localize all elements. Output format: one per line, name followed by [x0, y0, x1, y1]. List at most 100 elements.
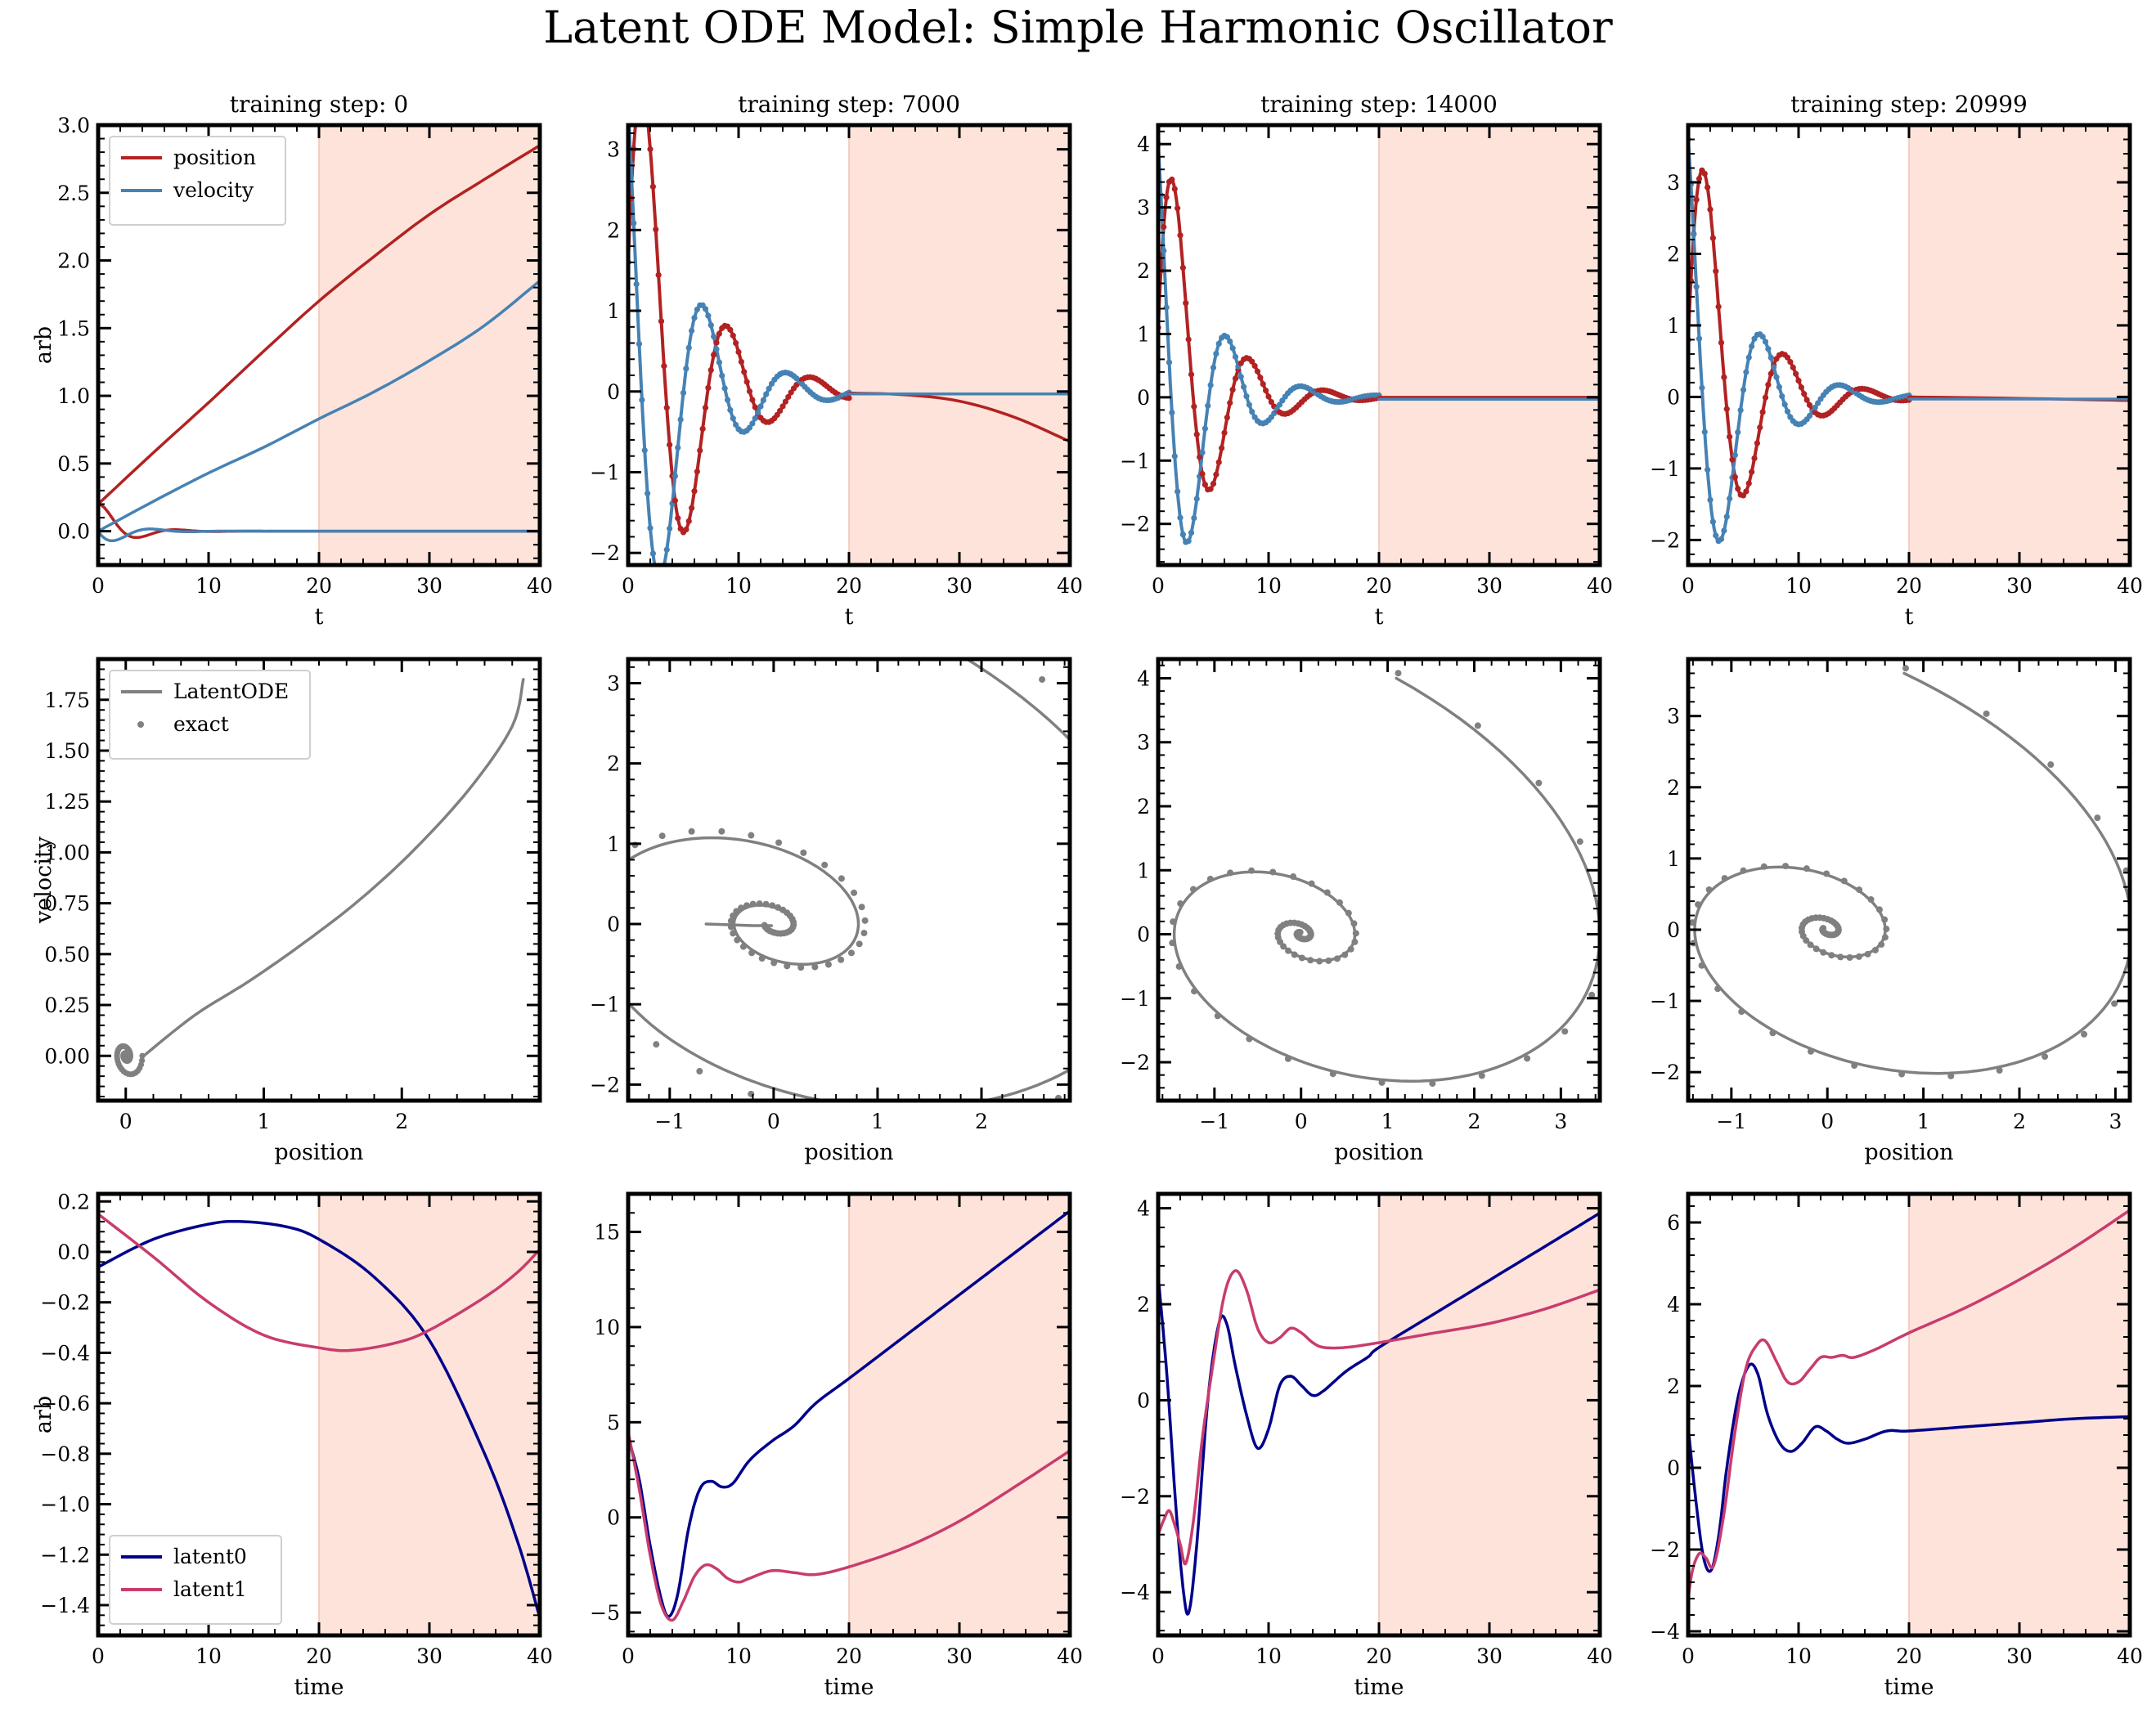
exact-position-point: [649, 183, 656, 190]
y-tick-label: 1.25: [44, 790, 90, 814]
x-tick-label: 30: [1476, 1644, 1502, 1668]
exact-phase-point: [1378, 1079, 1386, 1086]
exact-phase-point: [1429, 1080, 1436, 1088]
exact-velocity-point: [1771, 364, 1777, 370]
exact-velocity-point: [1740, 387, 1747, 393]
exact-phase-point: [2135, 917, 2141, 924]
exact-velocity-point: [1735, 428, 1741, 436]
subplot-r2c2: 0 10 20 30 40 −4 −2 0 2 4 time: [1120, 1191, 1613, 1700]
exact-phase-point: [1191, 988, 1198, 995]
exact-position-point: [779, 403, 786, 410]
exact-phase-point: [1177, 984, 1184, 990]
exact-velocity-point: [1691, 231, 1697, 238]
exact-phase-point: [1807, 941, 1814, 949]
exact-position-point: [1197, 454, 1203, 460]
exact-velocity-point: [1781, 401, 1788, 408]
y-tick-label: 1: [1137, 859, 1150, 882]
plot-area: [1158, 1194, 1600, 1635]
y-tick-label: 0.5: [57, 452, 90, 476]
exact-phase-point: [861, 917, 869, 924]
exact-phase-point: [1601, 947, 1608, 953]
exact-position-point: [1743, 488, 1750, 495]
plot-area: [628, 125, 1070, 565]
extrapolation-region: [1909, 1194, 2130, 1635]
exact-position-point: [1754, 440, 1760, 446]
y-tick-label: 4: [1137, 1197, 1150, 1221]
exact-position-point: [1185, 336, 1192, 343]
axes-frame: [1156, 657, 1602, 1103]
y-tick-label: 2: [1667, 242, 1680, 266]
x-tick-label: 2: [2013, 1110, 2026, 1133]
exact-position-point: [658, 318, 665, 325]
y-tick-label: 2.0: [57, 249, 90, 273]
exact-position-point: [713, 339, 720, 346]
legend: latent0 latent1: [109, 1535, 282, 1625]
y-tick-label: 0: [1137, 1388, 1150, 1412]
exact-phase-point: [688, 828, 695, 835]
exact-velocity-point: [1241, 384, 1247, 390]
exact-phase-point: [696, 1068, 703, 1075]
exact-position-point: [683, 527, 689, 533]
exact-phase-point: [730, 930, 737, 937]
y-tick-label: 0: [1667, 918, 1680, 942]
x-tick-label: 2: [395, 1110, 408, 1133]
latent1-line: [1158, 1269, 1600, 1566]
x-tick-label: 20: [306, 574, 332, 598]
exact-phase-point: [1169, 940, 1176, 947]
exact-velocity-point: [1179, 532, 1186, 538]
y-tick-label: 1.5: [57, 316, 90, 340]
x-tick-label: 40: [1587, 574, 1613, 598]
exact-velocity-point: [1232, 353, 1239, 360]
latentode-phase-tail: [704, 922, 774, 927]
x-tick-label: 30: [2006, 574, 2032, 598]
exact-phase-point: [1341, 951, 1349, 958]
plot-area: [1158, 125, 1600, 565]
exact-phase-point: [1296, 929, 1304, 936]
exact-phase-point: [1698, 962, 1705, 969]
exact-velocity-point: [636, 340, 643, 348]
exact-phase-point: [580, 951, 586, 958]
exact-velocity-point: [633, 280, 640, 288]
y-tick-label: 3: [1667, 171, 1680, 195]
x-axis-label: position: [274, 1140, 363, 1165]
x-axis-label: time: [824, 1675, 874, 1700]
exact-phase-point: [1875, 906, 1883, 913]
exact-velocity-point: [763, 391, 770, 397]
exact-position-point: [1787, 358, 1794, 366]
x-tick-label: 40: [527, 574, 553, 598]
exact-phase-point: [1170, 918, 1177, 926]
latentode-phase-line: [628, 659, 1070, 1101]
y-tick-label: 0.0: [57, 520, 90, 544]
exact-velocity-point: [719, 372, 725, 379]
exact-phase-point: [1206, 875, 1214, 882]
x-tick-label: 30: [2006, 1644, 2032, 1668]
exact-velocity-point: [752, 415, 758, 422]
y-tick-label: 0: [1667, 1456, 1680, 1480]
exact-position-point: [1183, 300, 1189, 307]
exact-position-point: [1188, 371, 1195, 378]
exact-velocity-point: [1723, 514, 1730, 520]
y-tick-label: 0.00: [44, 1044, 90, 1068]
x-tick-label: 20: [1896, 1644, 1922, 1668]
x-tick-label: 0: [1682, 1644, 1695, 1668]
exact-phase-point: [1284, 1055, 1291, 1062]
y-tick-label: −2: [1650, 528, 1680, 552]
x-tick-label: 40: [1057, 574, 1083, 598]
y-tick-label: 0: [1137, 386, 1150, 410]
exact-phase-point: [775, 839, 783, 846]
exact-phase-point: [578, 896, 585, 903]
exact-position-point: [1199, 470, 1206, 478]
exact-phase-point: [762, 900, 770, 908]
exact-phase-point: [749, 900, 757, 908]
exact-phase-point: [1996, 1067, 2003, 1074]
exact-position-point: [694, 469, 700, 475]
exact-phase-point: [1285, 947, 1292, 954]
exact-phase-point: [1807, 1047, 1814, 1055]
exact-velocity-point: [733, 421, 739, 428]
model-velocity-line: [98, 279, 540, 533]
y-tick-label: 0.50: [44, 943, 90, 967]
exact-phase-point: [653, 1041, 660, 1048]
exact-position-point: [1790, 364, 1796, 370]
exact-phase-point: [1316, 958, 1323, 965]
exact-velocity-point: [1699, 384, 1705, 391]
